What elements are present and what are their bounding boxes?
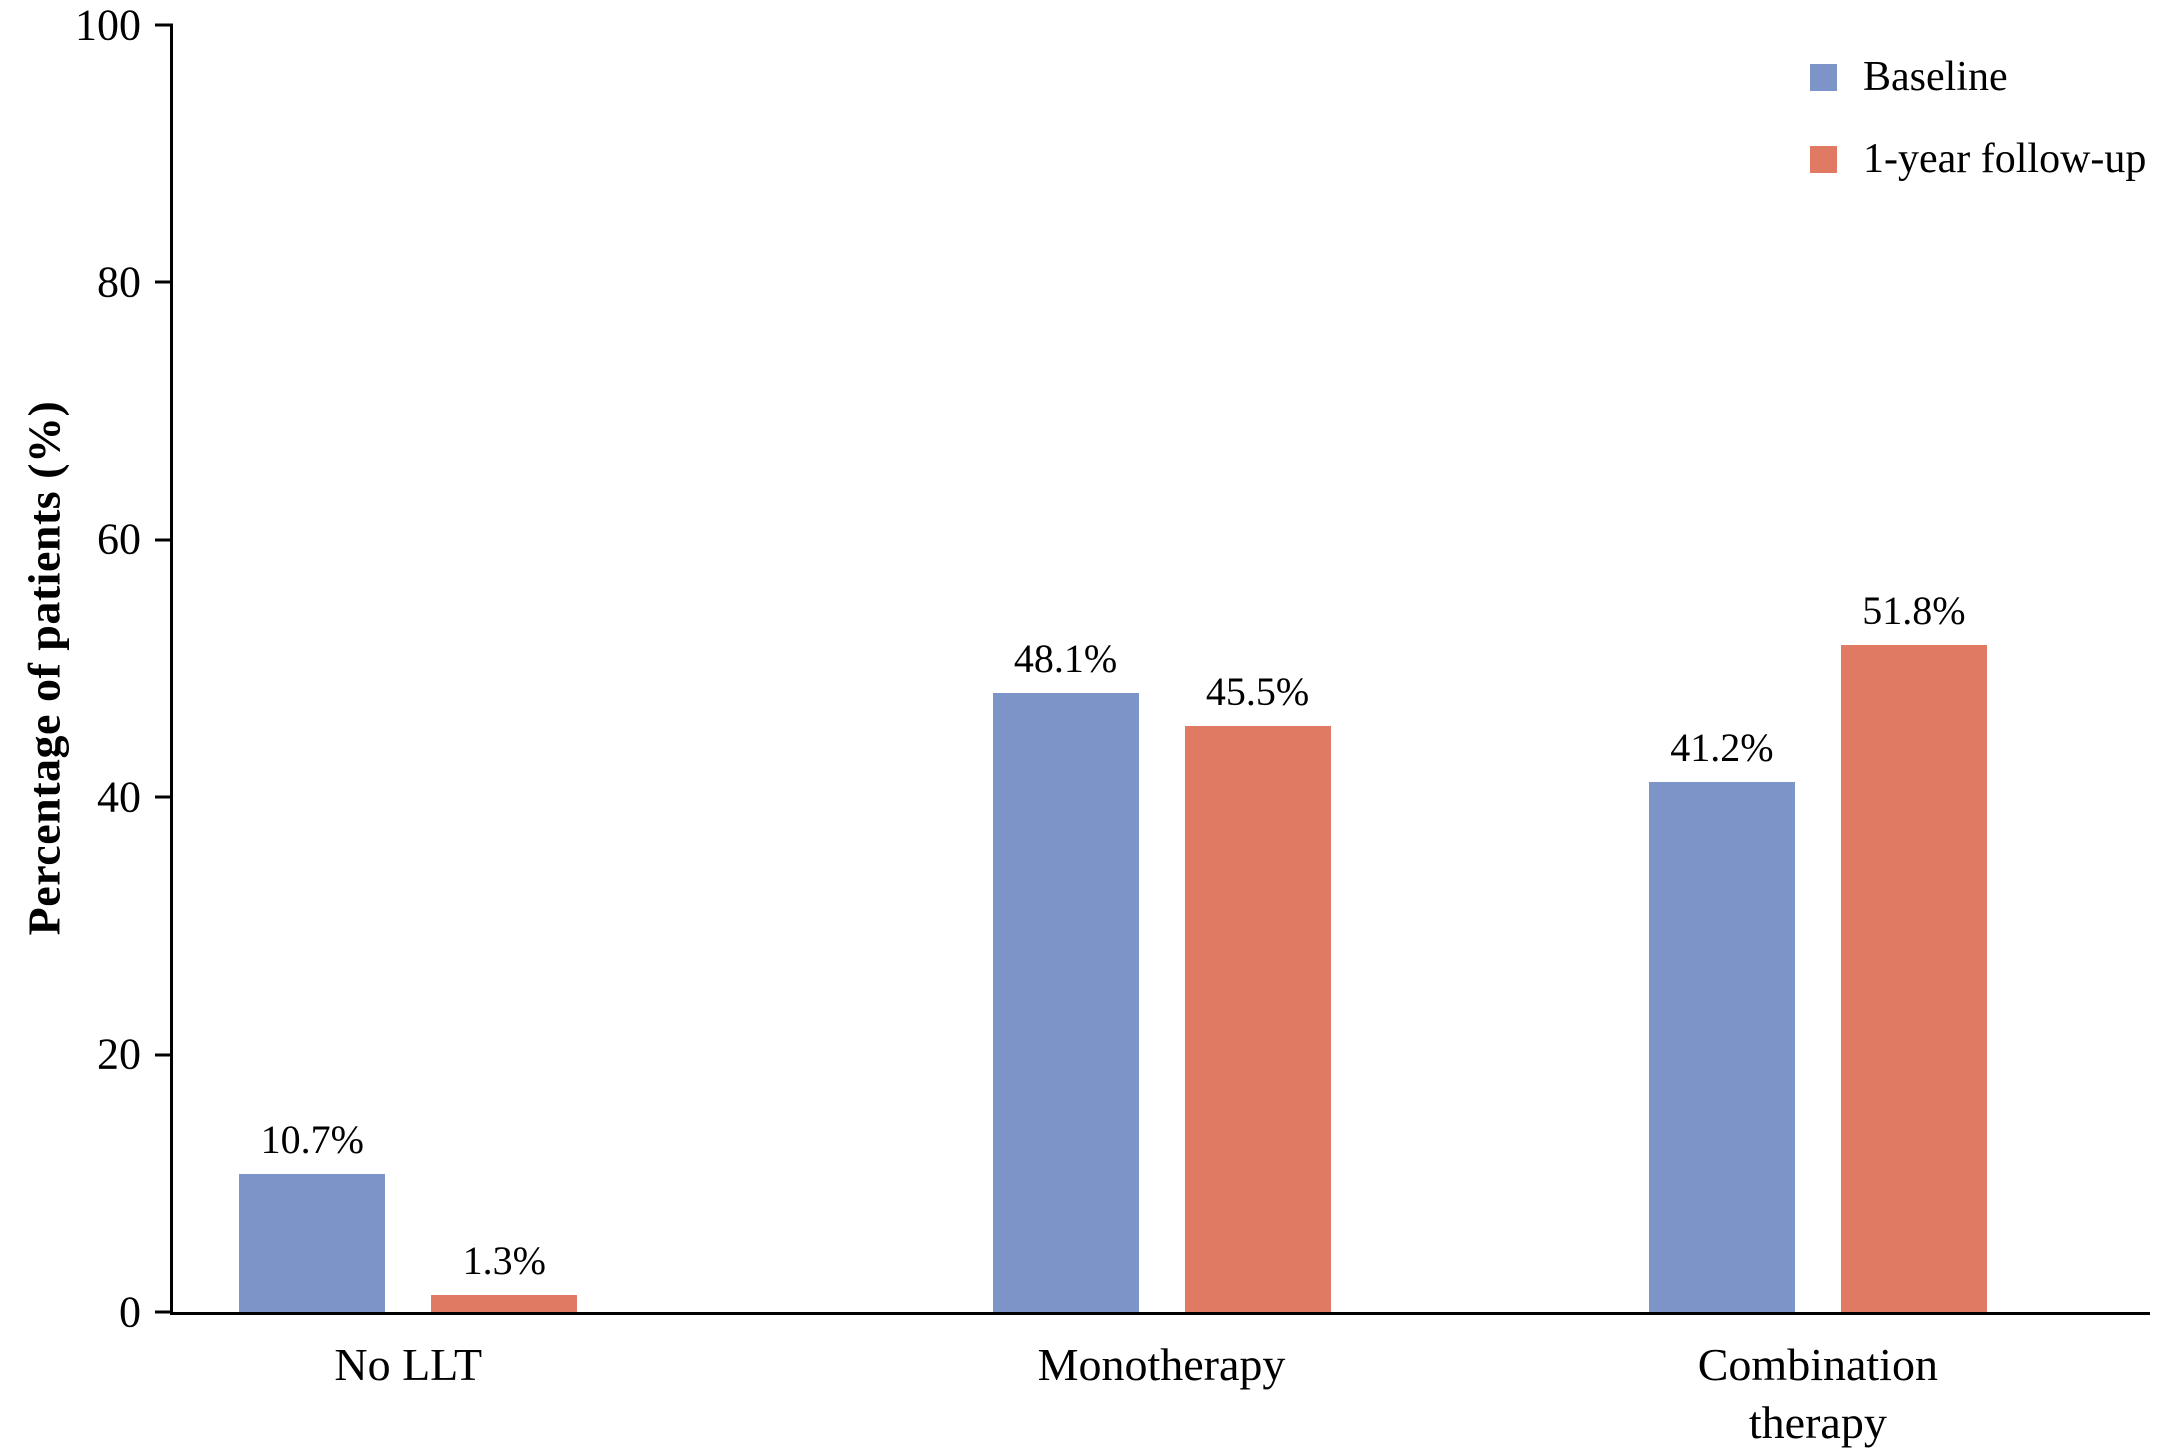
legend-label-followup: 1-year follow-up	[1863, 136, 2147, 182]
legend-item-followup: 1-year follow-up*	[1810, 138, 2175, 180]
y-tick-label: 40	[97, 772, 141, 822]
bar-column-baseline: 10.7%	[239, 25, 386, 1312]
legend-swatch-baseline	[1810, 63, 1837, 91]
bar-baseline-no-llt	[239, 1174, 386, 1312]
value-label-followup-combination: 51.8%	[1862, 588, 1966, 634]
value-label-baseline-no-llt: 10.7%	[260, 1117, 364, 1163]
value-label-baseline-combination: 41.2%	[1670, 724, 1774, 770]
y-tick-label: 80	[97, 257, 141, 307]
y-tick-label: 20	[97, 1029, 141, 1079]
category-label-combination-therapy: Combination therapy	[1697, 1339, 1938, 1448]
legend-item-baseline: Baseline	[1810, 56, 2175, 98]
y-tick-100: 100	[75, 3, 173, 47]
bar-group-combination-therapy: 41.2% 51.8% Combination therapy	[1648, 25, 1987, 1448]
bar-baseline-combination	[1648, 781, 1795, 1312]
y-tick-60: 60	[97, 517, 173, 562]
y-tick-label: 100	[75, 0, 141, 49]
value-label-baseline-monotherapy: 48.1%	[1013, 635, 1118, 681]
value-label-followup-monotherapy: 45.5%	[1205, 669, 1310, 715]
category-label-no-llt: No LLT	[334, 1339, 483, 1390]
y-tick-label: 60	[97, 514, 141, 564]
bar-column-baseline: 41.2%	[1648, 25, 1795, 1312]
plot-area: 0 20 40 60 80 100 10.7% 1.3% No LLT	[75, 3, 2150, 1448]
y-tick-80: 80	[97, 260, 173, 305]
bar-column-baseline: 48.1%	[992, 25, 1139, 1312]
legend: Baseline 1-year follow-up*	[1810, 56, 2175, 180]
bar-group-monotherapy: 48.1% 45.5% Monotherapy	[992, 25, 1331, 1390]
category-label-monotherapy: Monotherapy	[1037, 1339, 1286, 1390]
bar-followup-combination	[1840, 645, 1987, 1312]
legend-swatch-followup	[1810, 145, 1837, 173]
bar-column-followup: 1.3%	[431, 25, 578, 1312]
y-tick-20: 20	[97, 1032, 173, 1077]
bar-followup-monotherapy	[1184, 726, 1331, 1312]
bar-followup-no-llt	[431, 1295, 578, 1312]
bar-column-followup: 45.5%	[1184, 25, 1331, 1312]
y-tick-0: 0	[119, 1290, 173, 1334]
y-tick-label: 0	[119, 1287, 141, 1336]
bar-column-followup: 51.8%	[1840, 25, 1987, 1312]
y-tick-40: 40	[97, 775, 173, 820]
bar-baseline-monotherapy	[992, 692, 1139, 1312]
value-label-followup-no-llt: 1.3%	[462, 1238, 546, 1284]
y-axis-title: Percentage of patients (%)	[18, 400, 70, 936]
bar-group-no-llt: 10.7% 1.3% No LLT	[239, 25, 578, 1390]
legend-label-baseline: Baseline	[1863, 54, 2008, 100]
